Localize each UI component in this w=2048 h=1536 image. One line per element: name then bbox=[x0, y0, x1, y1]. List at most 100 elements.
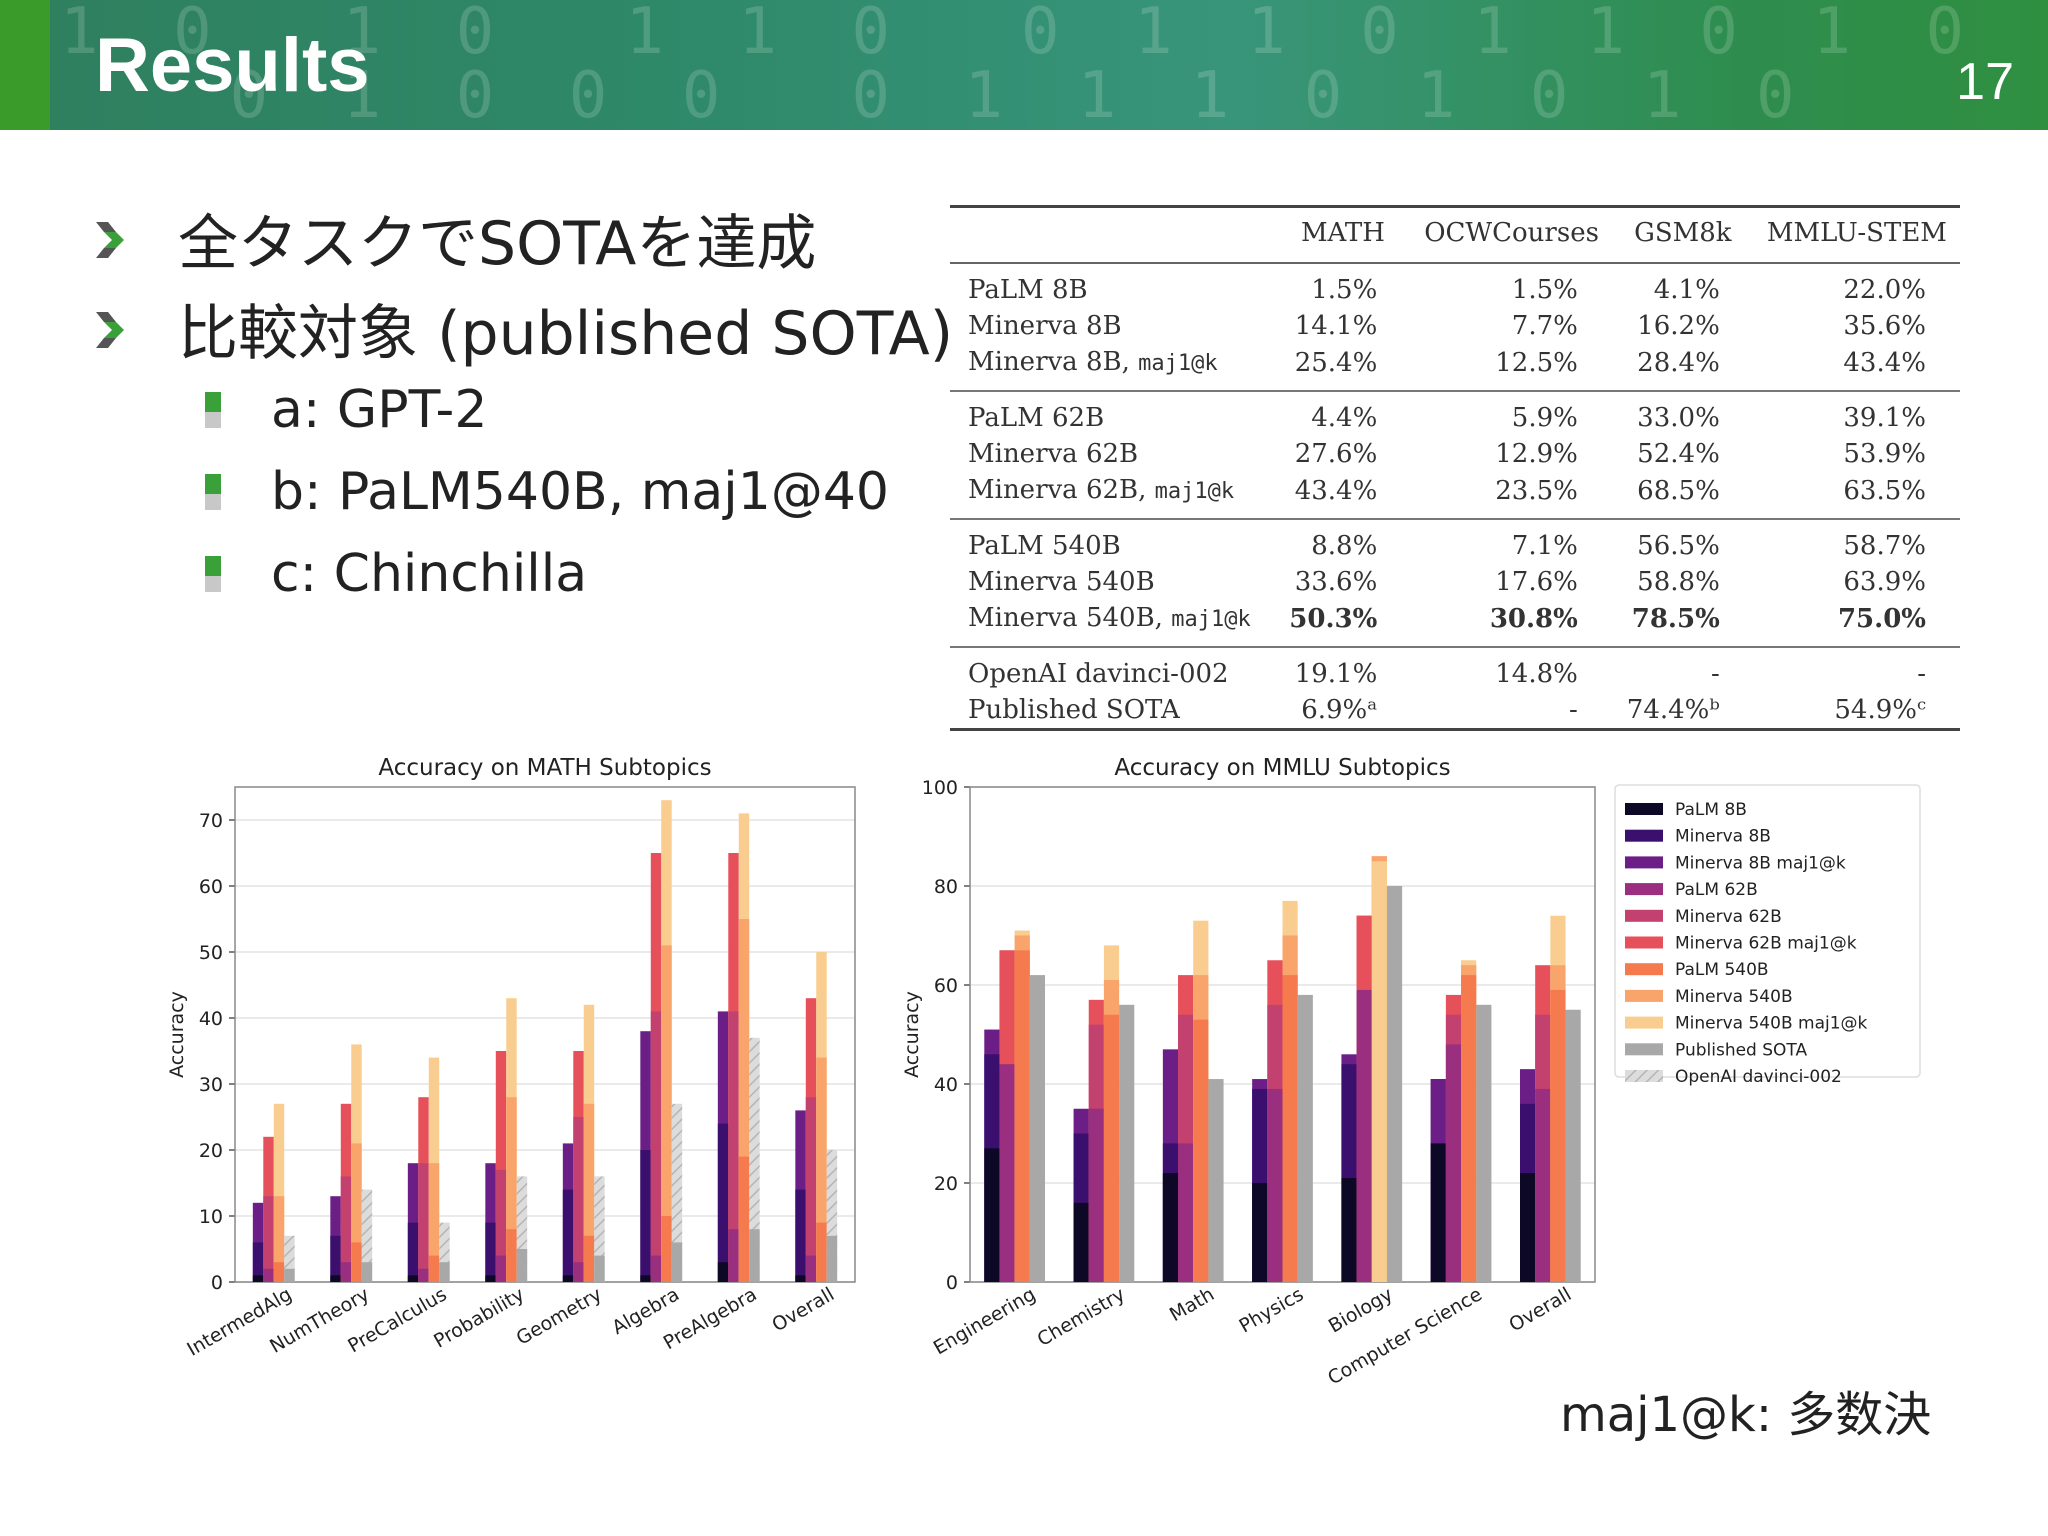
table-cell: 14.8% bbox=[1495, 659, 1578, 689]
table-cell: - bbox=[1710, 659, 1720, 689]
bar bbox=[1073, 1202, 1089, 1282]
legend-swatch bbox=[1625, 963, 1663, 976]
legend-swatch bbox=[1625, 829, 1663, 842]
bullet-text: b: PaLM540B, maj1@40 bbox=[271, 462, 889, 522]
table-row: Minerva 62B, maj1@k 43.4% 23.5% 68.5% 63.5% bbox=[950, 472, 1960, 520]
bar bbox=[284, 1268, 295, 1282]
bar bbox=[816, 1222, 827, 1282]
legend-label: Minerva 540B bbox=[1675, 987, 1793, 1007]
bar bbox=[1371, 861, 1387, 1282]
model-name: PaLM 62B bbox=[968, 403, 1105, 433]
legend-label: Minerva 8B maj1@k bbox=[1675, 853, 1846, 873]
bar bbox=[1029, 975, 1045, 1282]
table-cell: 58.8% bbox=[1637, 567, 1720, 597]
bar bbox=[728, 1011, 739, 1282]
bar bbox=[485, 1275, 496, 1282]
model-name: OpenAI davinci-002 bbox=[968, 659, 1229, 689]
table-header-cell bbox=[950, 205, 1275, 264]
table-cell: 78.5% bbox=[1611, 600, 1754, 648]
table-cell: 43.4% bbox=[1274, 472, 1412, 520]
bar bbox=[1430, 1143, 1446, 1282]
table-header-cell: GSM8k bbox=[1611, 205, 1754, 264]
bar bbox=[407, 1275, 419, 1282]
table-cell: 30.8% bbox=[1411, 600, 1612, 648]
bar bbox=[640, 1150, 651, 1282]
table-cell: 56.5% bbox=[1637, 531, 1720, 561]
bar bbox=[583, 1103, 595, 1282]
sub-bullet-b: b: PaLM540B, maj1@40 bbox=[205, 462, 889, 522]
square-bullet-icon bbox=[205, 474, 221, 510]
bar bbox=[485, 1222, 496, 1282]
header-accent-bar bbox=[0, 0, 50, 130]
table-row-label: Published SOTA bbox=[950, 692, 1275, 731]
model-name: Minerva 540B bbox=[968, 567, 1155, 597]
bar bbox=[252, 1275, 264, 1282]
x-tick-label: Biology bbox=[1325, 1283, 1397, 1337]
legend-swatch bbox=[1625, 1043, 1663, 1056]
bar bbox=[351, 1143, 362, 1282]
legend-swatch bbox=[1625, 1016, 1663, 1029]
x-tick-label: Overall bbox=[1505, 1283, 1575, 1336]
table-cell: 28.4% bbox=[1611, 344, 1754, 392]
bar bbox=[495, 1255, 507, 1282]
bar bbox=[717, 1123, 729, 1282]
y-tick-label: 70 bbox=[199, 810, 223, 832]
legend-label: PaLM 62B bbox=[1675, 880, 1758, 900]
table-row: Minerva 8B, maj1@k 25.4% 12.5% 28.4% 43.4% bbox=[950, 344, 1960, 392]
bar bbox=[1476, 1004, 1492, 1282]
table-row: PaLM 62B 4.4% 5.9% 33.0% 39.1% bbox=[950, 391, 1960, 436]
bar bbox=[1267, 1088, 1283, 1282]
model-name: Minerva 62B bbox=[968, 439, 1139, 469]
bar bbox=[1356, 989, 1372, 1282]
table-cell: 22.0% bbox=[1843, 275, 1926, 305]
bar bbox=[749, 1229, 760, 1282]
table-header-cell: OCWCourses bbox=[1411, 205, 1612, 264]
bar bbox=[506, 1229, 517, 1282]
x-tick-label: Computer Science bbox=[1324, 1283, 1486, 1389]
table-cell: 53.9% bbox=[1843, 439, 1926, 469]
table-row-label: OpenAI davinci-002 bbox=[950, 647, 1275, 692]
legend-swatch bbox=[1625, 856, 1663, 869]
y-tick-label: 80 bbox=[934, 876, 958, 898]
table-cell: 27.6% bbox=[1294, 439, 1378, 469]
table-cell: 1.5% bbox=[1511, 275, 1578, 305]
chart-title: Accuracy on MMLU Subtopics bbox=[1114, 755, 1450, 781]
bar bbox=[284, 1235, 295, 1282]
bar bbox=[273, 1103, 285, 1282]
bar bbox=[999, 1064, 1015, 1282]
bar bbox=[439, 1262, 450, 1282]
table-cell: 52.4% bbox=[1637, 439, 1720, 469]
table-row-label: PaLM 62B bbox=[950, 391, 1275, 436]
bar bbox=[805, 1255, 817, 1282]
plot-frame bbox=[234, 786, 856, 1283]
y-tick-label: 0 bbox=[946, 1272, 958, 1294]
y-tick-label: 60 bbox=[934, 975, 958, 997]
bar bbox=[428, 1255, 440, 1282]
y-tick-label: 40 bbox=[199, 1008, 223, 1030]
bar bbox=[1341, 1178, 1357, 1282]
table-cell: 50.3% bbox=[1274, 600, 1412, 648]
model-name: Minerva 8B bbox=[968, 311, 1122, 341]
table-cell: 25.4% bbox=[1274, 344, 1412, 392]
y-tick-label: 10 bbox=[199, 1206, 223, 1228]
bar bbox=[1445, 1044, 1462, 1282]
table-cell: 33.6% bbox=[1294, 567, 1378, 597]
legend-label: PaLM 540B bbox=[1675, 960, 1769, 980]
y-tick-label: 100 bbox=[922, 777, 958, 799]
bar bbox=[330, 1235, 341, 1282]
table-cell: 39.1% bbox=[1843, 403, 1926, 433]
model-name: PaLM 8B bbox=[968, 275, 1088, 305]
bar bbox=[418, 1163, 429, 1282]
table-cell: 7.7% bbox=[1511, 311, 1578, 341]
table-cell: 17.6% bbox=[1495, 567, 1578, 597]
x-tick-label: Math bbox=[1166, 1283, 1218, 1326]
bar bbox=[650, 1011, 662, 1282]
table-row: Published SOTA 6.9%ᵃ -74.4%ᵇ 54.9%ᶜ bbox=[950, 692, 1960, 731]
y-tick-label: 20 bbox=[934, 1173, 958, 1195]
bullet-text: 比較対象 (published SOTA) bbox=[178, 299, 954, 369]
arrow-bullet-icon bbox=[96, 311, 124, 348]
bar bbox=[1386, 886, 1403, 1282]
table-cell: 43.4% bbox=[1753, 344, 1960, 392]
table-cell: - bbox=[1411, 692, 1612, 731]
table-row: PaLM 8B 1.5% 1.5% 4.1% 22.0% bbox=[950, 263, 1960, 308]
